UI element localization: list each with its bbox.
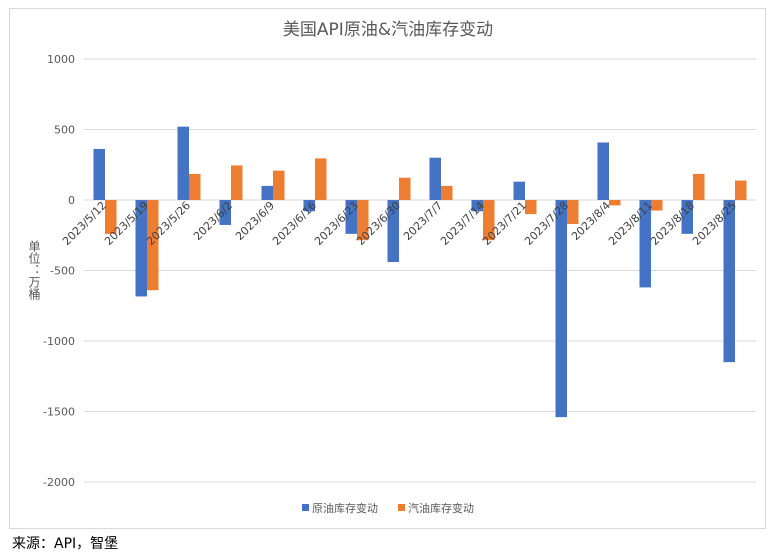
y-tick-label: 1000 (47, 53, 75, 66)
y-axis-title: 单位：万桶 (27, 240, 41, 300)
bar-crude (93, 148, 105, 200)
bar-gasoline (693, 173, 705, 200)
bar-crude (555, 200, 567, 418)
x-tick-label: 2023/6/9 (233, 199, 277, 243)
bar-crude (639, 200, 651, 288)
bar-crude (429, 157, 441, 200)
y-tick-label: -1000 (43, 335, 75, 348)
legend-swatch (398, 504, 405, 511)
chart-frame (9, 8, 766, 529)
bar-gasoline (189, 173, 201, 200)
bar-gasoline (735, 180, 747, 200)
y-tick-label: -2000 (43, 476, 75, 489)
bar-gasoline (273, 170, 285, 200)
bar-crude (261, 185, 273, 200)
x-tick-label: 2023/6/16 (270, 199, 319, 248)
bar-gasoline (441, 185, 453, 200)
bar-gasoline (525, 200, 537, 215)
x-tick-label: 2023/7/7 (401, 199, 445, 243)
legend-swatch (302, 504, 309, 511)
bar-crude (681, 200, 693, 234)
source-note: 来源：API，智堡 (12, 536, 119, 552)
bar-gasoline (231, 165, 243, 200)
bar-crude (471, 200, 483, 212)
bar-gasoline (399, 177, 411, 200)
bar-gasoline (483, 200, 495, 241)
y-tick-label: -1500 (43, 406, 75, 419)
bar-gasoline (105, 200, 117, 234)
legend-label: 汽油库存变动 (408, 501, 474, 515)
bar-crude (177, 126, 189, 200)
bar-crude (345, 200, 357, 234)
bar-crude (597, 142, 609, 200)
bar-gasoline (609, 200, 621, 206)
bar-gasoline (147, 200, 159, 291)
bar-crude (135, 200, 147, 297)
bar-crude (513, 181, 525, 200)
bar-crude (387, 200, 399, 263)
bar-crude (723, 200, 735, 363)
chart-title: 美国API原油&汽油库存变动 (283, 20, 493, 40)
y-tick-label: -500 (50, 265, 75, 278)
bar-crude (219, 200, 231, 225)
bar-gasoline (651, 200, 663, 211)
y-tick-label: 0 (68, 194, 75, 207)
legend-label: 原油库存变动 (312, 501, 378, 515)
bar-gasoline (315, 158, 327, 200)
bar-gasoline (567, 200, 579, 224)
y-tick-label: 500 (54, 124, 75, 137)
bar-gasoline (357, 200, 369, 241)
bar-crude (303, 200, 315, 212)
x-tick-label: 2023/7/14 (438, 199, 487, 248)
legend: 原油库存变动 汽油库存变动 (302, 501, 474, 515)
